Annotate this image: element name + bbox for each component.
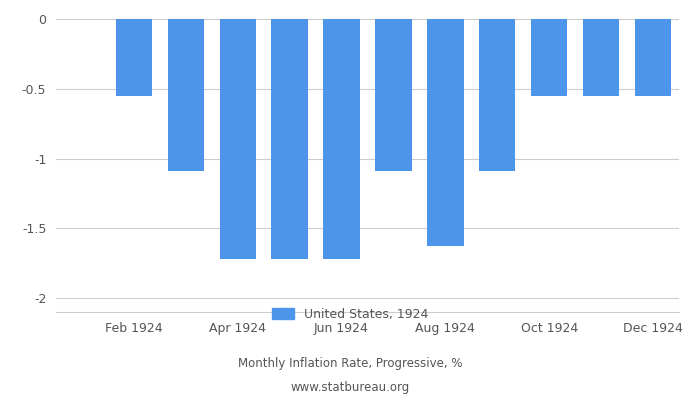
Bar [116, 19, 152, 96]
Bar [375, 19, 412, 171]
Bar [479, 19, 515, 171]
Text: Monthly Inflation Rate, Progressive, %: Monthly Inflation Rate, Progressive, % [238, 358, 462, 370]
Text: www.statbureau.org: www.statbureau.org [290, 382, 410, 394]
Legend: United States, 1924: United States, 1924 [267, 303, 433, 326]
Bar [167, 19, 204, 171]
Bar [323, 19, 360, 259]
Bar [427, 19, 463, 246]
Bar [220, 19, 256, 259]
Bar [272, 19, 308, 259]
Bar [531, 19, 568, 96]
Bar [635, 19, 671, 96]
Bar [583, 19, 620, 96]
